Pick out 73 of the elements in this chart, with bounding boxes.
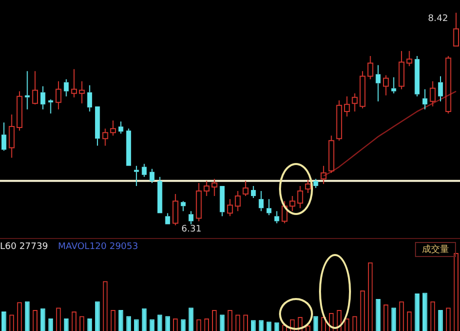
candlestick bbox=[180, 200, 186, 212]
candlestick bbox=[142, 163, 147, 178]
bar bbox=[414, 294, 420, 331]
bar bbox=[376, 299, 381, 331]
bar bbox=[118, 310, 124, 331]
candlestick bbox=[398, 50, 404, 90]
candlestick bbox=[258, 190, 264, 212]
candlestick bbox=[211, 178, 218, 197]
candlestick bbox=[64, 78, 69, 97]
annotation: 成交量 bbox=[415, 242, 456, 257]
text: L60 27739 bbox=[0, 242, 48, 252]
candlestick bbox=[71, 68, 77, 98]
candlestick bbox=[172, 194, 178, 226]
bar bbox=[438, 310, 443, 331]
candlestick bbox=[320, 165, 326, 184]
candlestick bbox=[453, 12, 460, 46]
bar bbox=[165, 316, 170, 331]
candlestick bbox=[204, 180, 210, 197]
bar bbox=[250, 320, 256, 331]
candlestick bbox=[1, 122, 6, 152]
annotation: 6.31 bbox=[181, 224, 202, 235]
candlestick bbox=[196, 182, 202, 222]
bar bbox=[150, 319, 154, 331]
candlestick bbox=[242, 180, 249, 197]
candlestick bbox=[422, 88, 428, 110]
candlestick bbox=[150, 168, 154, 184]
candlestick bbox=[352, 92, 358, 112]
candlestick bbox=[391, 76, 396, 94]
bar bbox=[95, 301, 100, 331]
candlestick bbox=[32, 70, 38, 105]
candlestick bbox=[234, 190, 241, 212]
candlestick bbox=[344, 96, 350, 117]
bar bbox=[87, 318, 92, 331]
bar bbox=[1, 312, 6, 331]
candlestick bbox=[227, 198, 233, 217]
candlestick bbox=[134, 165, 139, 186]
candlestick bbox=[406, 50, 412, 67]
candlestick bbox=[165, 212, 170, 224]
candlestick bbox=[56, 80, 62, 110]
text: MAVOL120 29053 bbox=[58, 242, 138, 252]
candlestick bbox=[289, 196, 296, 212]
bar bbox=[40, 308, 46, 331]
candlestick bbox=[367, 56, 374, 80]
bar bbox=[134, 319, 139, 331]
candlestick bbox=[274, 210, 280, 224]
annotation: 8.42 bbox=[428, 14, 448, 24]
candlestick bbox=[48, 98, 54, 114]
candlestick bbox=[220, 186, 225, 217]
candlestick bbox=[102, 128, 108, 146]
candlestick bbox=[438, 76, 443, 102]
candlestick bbox=[126, 128, 132, 166]
candlestick bbox=[8, 114, 15, 158]
candlestick bbox=[110, 120, 116, 136]
candlestick bbox=[157, 176, 162, 214]
candlestick bbox=[313, 178, 318, 188]
candlestick bbox=[430, 80, 436, 107]
candlestick bbox=[87, 84, 92, 112]
candlestick bbox=[250, 185, 256, 199]
candlestick bbox=[78, 80, 85, 104]
candlestick bbox=[40, 86, 46, 110]
bar bbox=[422, 292, 428, 331]
bar bbox=[266, 322, 272, 331]
candlestick bbox=[376, 64, 381, 102]
candlestick bbox=[266, 198, 272, 216]
candlestick bbox=[383, 74, 389, 96]
candlestick bbox=[297, 185, 304, 209]
bar bbox=[126, 316, 132, 331]
candlestick bbox=[24, 70, 30, 110]
candlestick bbox=[95, 106, 100, 146]
candlestick bbox=[118, 121, 124, 134]
candlestick bbox=[414, 56, 420, 97]
bar bbox=[188, 308, 194, 331]
candlestick bbox=[188, 210, 194, 225]
